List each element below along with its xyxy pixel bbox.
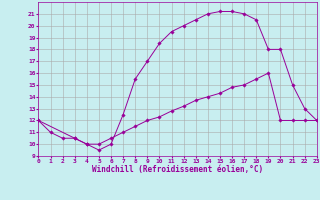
X-axis label: Windchill (Refroidissement éolien,°C): Windchill (Refroidissement éolien,°C)	[92, 165, 263, 174]
